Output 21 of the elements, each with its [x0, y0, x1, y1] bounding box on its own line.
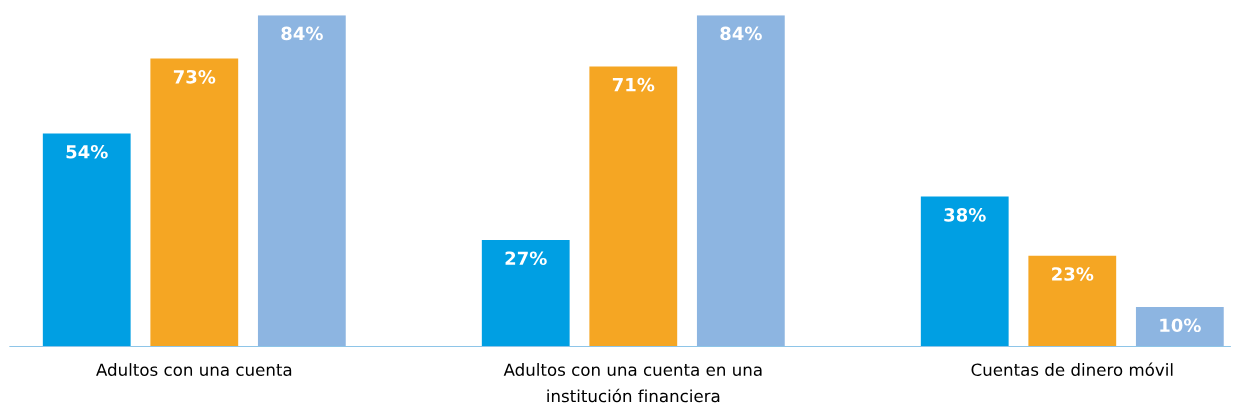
- bar: [257, 15, 346, 347]
- bar: [150, 58, 239, 347]
- bar: [920, 196, 1009, 347]
- data-label: 10%: [1160, 318, 1201, 333]
- bar: [589, 66, 678, 347]
- data-label: 71%: [612, 77, 655, 92]
- data-label: 84%: [281, 26, 323, 41]
- data-label: 54%: [66, 144, 108, 159]
- bar: [1135, 307, 1224, 347]
- bar: [696, 15, 785, 347]
- x-tick-label: Adultos con una cuenta en una institución financiera: [503, 363, 762, 403]
- data-label: 38%: [944, 208, 986, 222]
- x-tick-label: Adultos con una cuenta: [96, 363, 292, 377]
- bar: [481, 239, 570, 347]
- data-label: 84%: [720, 26, 762, 41]
- bar: [1028, 255, 1117, 347]
- data-label: 27%: [505, 251, 547, 266]
- bar: [42, 133, 131, 347]
- x-tick-label: Cuentas de dinero móvil: [971, 362, 1173, 377]
- data-label: 73%: [173, 69, 216, 84]
- data-label: 23%: [1052, 267, 1094, 281]
